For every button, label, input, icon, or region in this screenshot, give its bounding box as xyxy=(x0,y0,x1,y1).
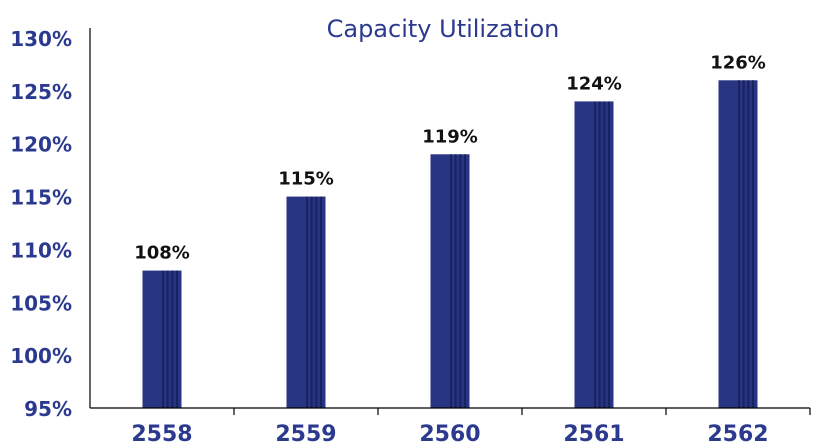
bar xyxy=(286,196,326,408)
bar xyxy=(574,101,614,408)
bar-stripe xyxy=(752,80,755,409)
bar-stripe xyxy=(594,101,596,408)
bar-stripe xyxy=(162,270,164,408)
bar-stripe xyxy=(742,80,745,409)
bar-data-label: 126% xyxy=(710,52,766,73)
bar-data-label: 108% xyxy=(134,243,190,264)
x-axis-ticks: 2558 2559 2560 2561 2562 xyxy=(131,422,768,447)
bar-stripe xyxy=(454,154,457,408)
y-tick-label: 120% xyxy=(10,133,72,157)
bar-stripe xyxy=(310,196,313,408)
bar-stripe xyxy=(603,101,606,408)
bar-stripe xyxy=(450,154,452,408)
y-tick-label: 110% xyxy=(10,238,72,262)
y-tick-label: 115% xyxy=(10,186,72,210)
x-tick-label: 2562 xyxy=(707,422,768,447)
bar-stripe xyxy=(315,196,318,408)
bar-stripe xyxy=(320,196,323,408)
bar xyxy=(718,80,758,409)
y-tick-label: 130% xyxy=(10,27,72,51)
chart-title: Capacity Utilization xyxy=(327,15,560,43)
x-tick-label: 2560 xyxy=(419,422,480,447)
bar xyxy=(430,154,470,408)
bar-data-labels: 108% 115% 119% 124% 126% xyxy=(134,52,766,263)
bar-stripe xyxy=(464,154,467,408)
bar xyxy=(142,270,182,408)
x-tick-label: 2561 xyxy=(563,422,624,447)
bar-stripe xyxy=(598,101,601,408)
bars xyxy=(142,80,758,409)
x-tick-label: 2558 xyxy=(131,422,192,447)
bar-stripe xyxy=(306,196,308,408)
y-tick-label: 95% xyxy=(24,397,72,421)
bar-data-label: 124% xyxy=(566,73,622,94)
x-tick-label: 2559 xyxy=(275,422,336,447)
bar-stripe xyxy=(459,154,462,408)
y-tick-label: 105% xyxy=(10,291,72,315)
y-tick-label: 125% xyxy=(10,80,72,104)
bar-data-label: 119% xyxy=(422,126,478,147)
axes xyxy=(89,28,811,415)
bar-stripe xyxy=(166,270,169,408)
bar-data-label: 115% xyxy=(278,169,334,190)
y-tick-label: 100% xyxy=(10,344,72,368)
y-axis-ticks: 95% 100% 105% 110% 115% 120% 125% 130% xyxy=(10,27,72,421)
bar-stripe xyxy=(176,270,179,408)
bar-stripe xyxy=(608,101,611,408)
bar-stripe xyxy=(171,270,174,408)
bar-stripe xyxy=(738,80,740,409)
bar-stripe xyxy=(747,80,750,409)
